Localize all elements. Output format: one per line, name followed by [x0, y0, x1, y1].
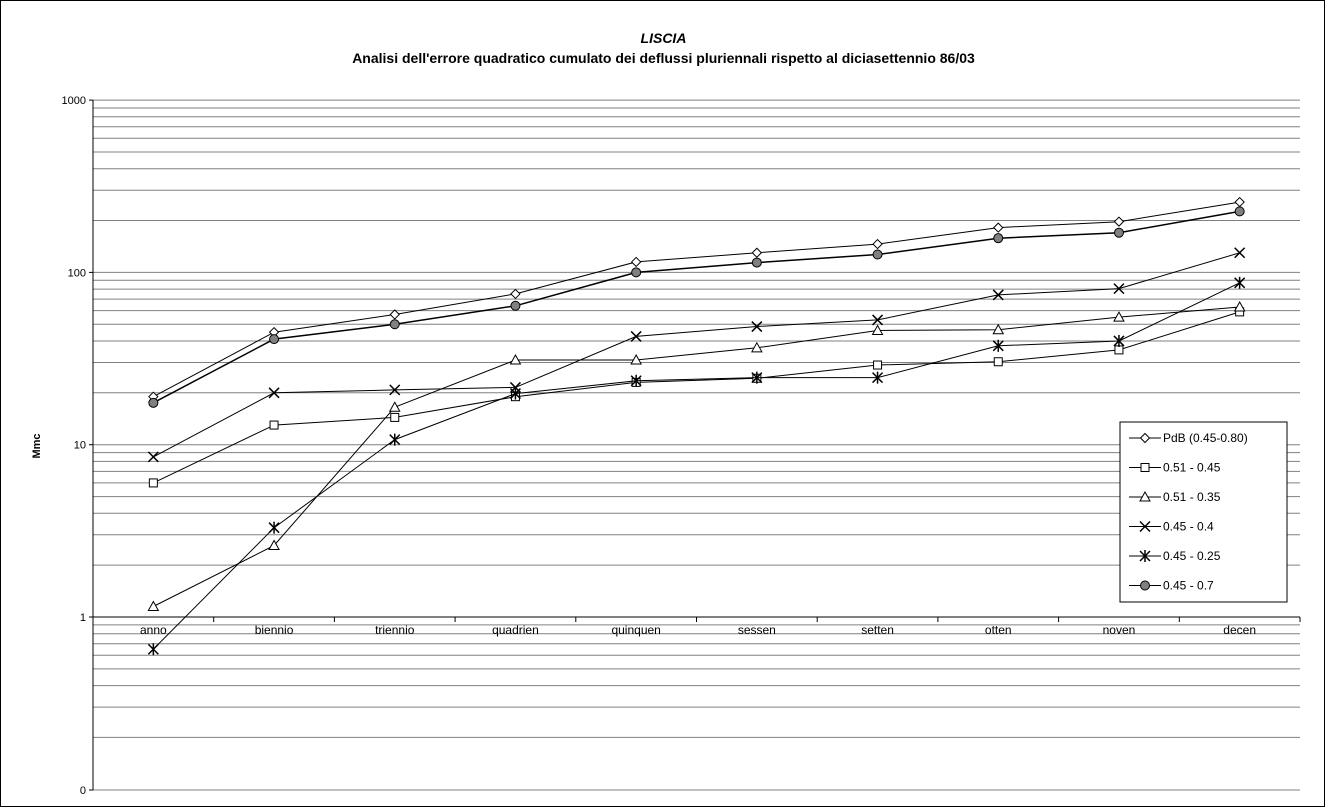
data-point [751, 341, 763, 353]
data-point [510, 300, 521, 311]
y-tick-label: 1 [80, 612, 86, 624]
series-line [152, 282, 1240, 650]
y-tick-label: 0 [80, 785, 86, 797]
legend-marker [1140, 580, 1150, 591]
legend: PdB (0.45-0.80) 0.51 - 0.45 0.51 - 0.35 0.4… [1119, 421, 1288, 603]
y-tick-label: 100 [68, 267, 86, 279]
data-point [993, 233, 1004, 244]
data-point [1234, 206, 1245, 217]
data-point [1113, 311, 1125, 322]
data-point [1234, 247, 1246, 259]
data-point [1113, 216, 1125, 227]
data-point [751, 371, 763, 384]
y-axis-label: Mmc [31, 433, 43, 458]
chart-subtitle: Analisi dell'errore quadratico cumulato … [352, 50, 975, 66]
data-point [630, 330, 642, 342]
data-point [872, 371, 884, 384]
data-point [390, 412, 400, 422]
data-point [269, 334, 280, 345]
y-tick-label: 1000 [62, 95, 86, 107]
data-point [147, 643, 159, 656]
data-point [630, 374, 642, 387]
data-point [147, 451, 159, 463]
legend-label: 0.51 - 0.35 [1163, 490, 1221, 504]
data-point [1234, 196, 1245, 208]
data-point [1113, 334, 1125, 347]
series-line [152, 210, 1240, 404]
data-point [388, 401, 401, 412]
data-point [1113, 283, 1125, 295]
data-point [993, 357, 1003, 367]
legend-marker [1139, 520, 1151, 533]
data-point [269, 420, 279, 430]
data-point [1233, 300, 1246, 312]
data-point [751, 321, 763, 333]
x-tick-label: triennio [375, 623, 415, 637]
data-point [1114, 345, 1124, 355]
data-point [268, 387, 280, 399]
series-line [153, 311, 1240, 484]
legend-label: 0.51 - 0.45 [1163, 461, 1221, 475]
x-tick-label: setten [861, 623, 894, 637]
data-point [992, 339, 1004, 352]
legend-marker [1139, 550, 1151, 562]
data-point [751, 247, 763, 258]
data-point [148, 478, 158, 488]
x-tick-label: biennio [255, 623, 294, 637]
data-point [872, 314, 884, 326]
data-point [871, 324, 884, 336]
x-tick-label: otten [985, 623, 1012, 637]
data-point [268, 539, 280, 551]
legend-label: PdB (0.45-0.80) [1163, 431, 1248, 445]
data-point [389, 319, 400, 330]
data-point [509, 354, 522, 365]
legend-label: 0.45 - 0.7 [1163, 579, 1214, 593]
x-tick-label: decen [1223, 623, 1256, 637]
data-point [630, 354, 642, 365]
x-tick-label: noven [1103, 623, 1136, 637]
data-point [751, 257, 762, 268]
legend-label: 0.45 - 0.25 [1163, 549, 1221, 563]
data-point [389, 384, 401, 396]
data-point [872, 238, 883, 250]
series-line [153, 306, 1240, 607]
data-point [147, 600, 160, 612]
data-point [510, 288, 521, 300]
data-point [992, 289, 1004, 301]
legend-box [1119, 421, 1288, 603]
data-point [872, 249, 883, 260]
data-point [1234, 276, 1246, 289]
series-line [153, 252, 1240, 458]
x-tick-label: quinquen [611, 623, 660, 637]
series-lines [147, 196, 1246, 656]
legend-marker [1140, 463, 1150, 472]
data-point [148, 397, 159, 408]
legend-marker [1139, 490, 1151, 502]
data-point [630, 256, 642, 268]
data-point [993, 222, 1004, 233]
x-tick-label: sessen [738, 623, 776, 637]
data-point [268, 521, 280, 534]
chart-title: LISCIA [640, 30, 687, 46]
data-point [631, 267, 642, 278]
data-point [992, 323, 1005, 335]
gridlines [93, 99, 1300, 791]
data-point [389, 309, 400, 320]
data-point [873, 360, 883, 370]
x-tick-label: quadrien [492, 623, 539, 637]
y-tick-label: 10 [74, 440, 86, 452]
series-line [153, 201, 1240, 398]
legend-label: 0.45 - 0.4 [1163, 520, 1214, 534]
legend-marker [1139, 432, 1151, 444]
data-point [389, 433, 401, 446]
x-tick-label: anno [140, 623, 167, 637]
data-point [509, 387, 521, 400]
data-point [1113, 227, 1124, 238]
